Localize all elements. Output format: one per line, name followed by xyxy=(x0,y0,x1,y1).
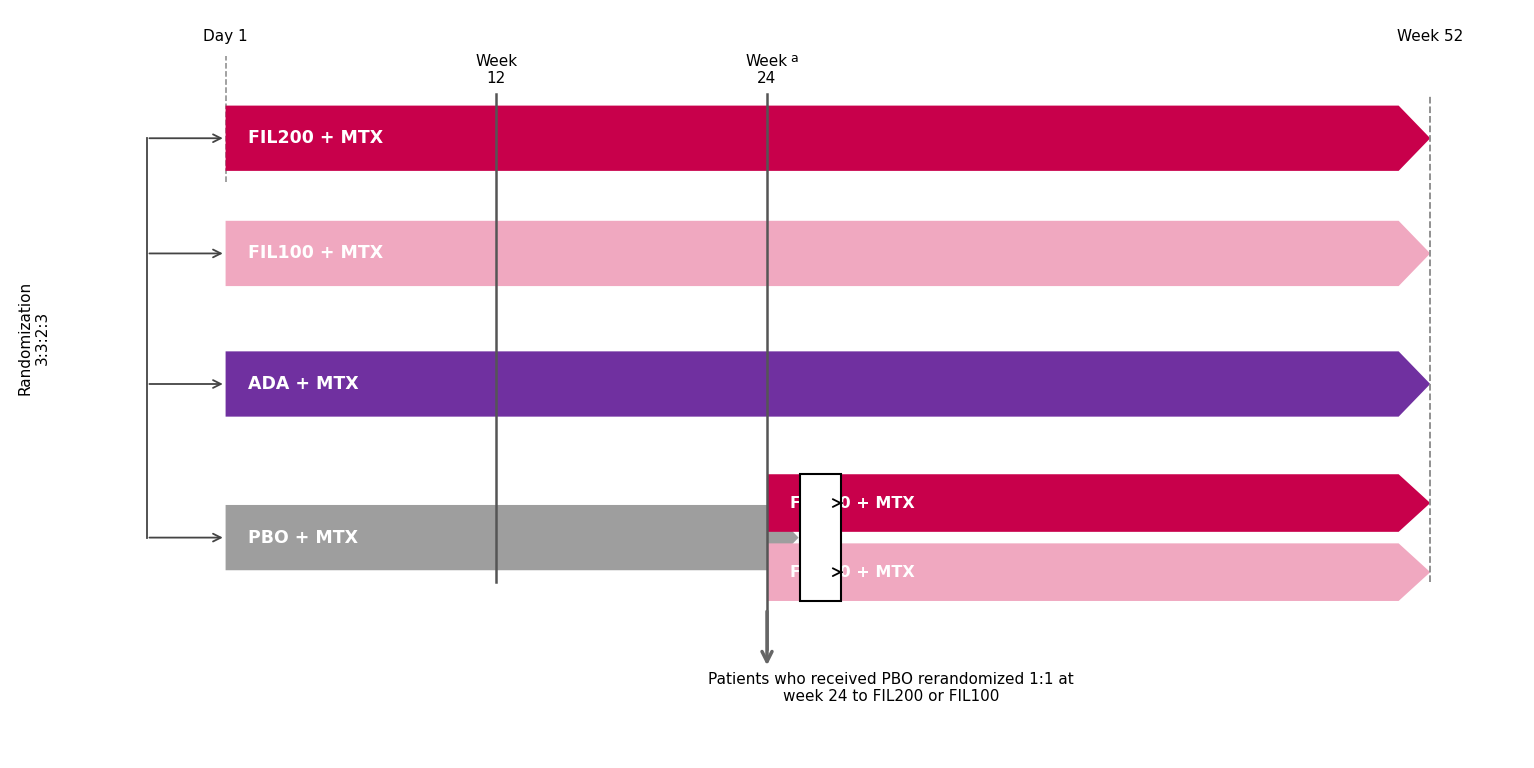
Text: a: a xyxy=(790,52,798,65)
Polygon shape xyxy=(225,352,1430,416)
Polygon shape xyxy=(225,105,1430,171)
Text: FIL100 + MTX: FIL100 + MTX xyxy=(790,564,914,580)
Text: FIL100 + MTX: FIL100 + MTX xyxy=(249,244,384,263)
Text: FIL200 + MTX: FIL200 + MTX xyxy=(249,129,384,147)
Text: Week 52: Week 52 xyxy=(1397,29,1463,44)
Text: Randomization
3:3:2:3: Randomization 3:3:2:3 xyxy=(17,281,51,395)
Text: PBO + MTX: PBO + MTX xyxy=(249,528,357,547)
Text: ADA + MTX: ADA + MTX xyxy=(249,375,359,393)
Text: Week
24: Week 24 xyxy=(746,54,788,86)
Polygon shape xyxy=(767,474,1430,531)
Bar xyxy=(799,474,842,601)
Text: Day 1: Day 1 xyxy=(204,29,249,44)
Text: Patients who received PBO rerandomized 1:1 at
week 24 to FIL200 or FIL100: Patients who received PBO rerandomized 1… xyxy=(709,672,1074,704)
Polygon shape xyxy=(225,221,1430,286)
Polygon shape xyxy=(767,544,1430,601)
Text: Week
12: Week 12 xyxy=(476,54,517,86)
Text: FIL200 + MTX: FIL200 + MTX xyxy=(790,495,914,511)
Polygon shape xyxy=(225,505,799,570)
